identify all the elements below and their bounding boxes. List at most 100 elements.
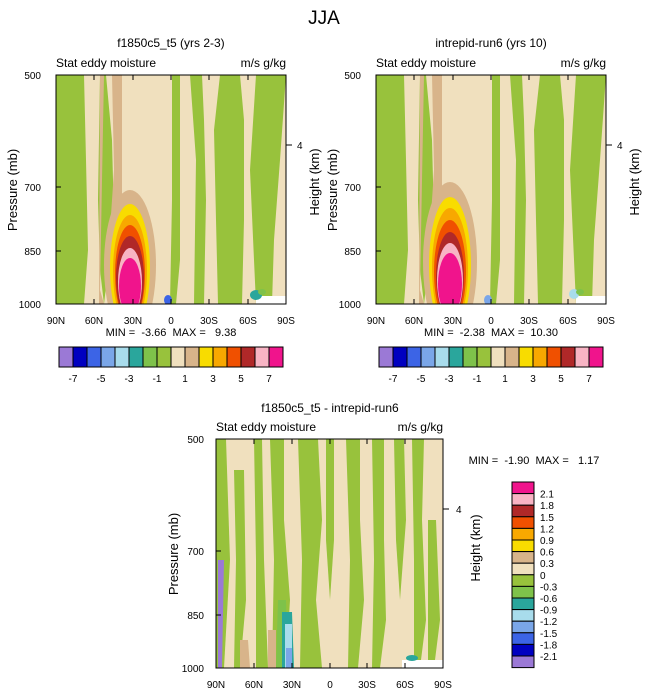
- colorbar-swatch: [574, 346, 590, 368]
- colorbar-swatch: [448, 346, 464, 368]
- colorbar-swatch: [156, 346, 172, 368]
- x-tick-label: 60N: [85, 316, 103, 327]
- x-tick-marks: [215, 438, 449, 669]
- x-tick-label: 90S: [277, 316, 295, 327]
- y-tick-label: 700: [24, 183, 41, 194]
- colorbar-label: 5: [558, 374, 564, 385]
- y-right-axis-label: Height (km): [468, 514, 483, 581]
- colorbar-label: -3: [445, 374, 454, 385]
- colorbar-swatch: [588, 346, 604, 368]
- colorbar-swatch: [532, 346, 548, 368]
- contour-field: [56, 75, 286, 304]
- colorbar-swatch: [518, 346, 534, 368]
- colorbar-swatch: [490, 346, 506, 368]
- field-label: Stat eddy moisture: [56, 56, 156, 70]
- x-tick-label: 30N: [124, 316, 142, 327]
- x-tick-label: 60S: [559, 316, 577, 327]
- colorbar-swatch: [511, 481, 535, 495]
- units-label: m/s g/kg: [398, 420, 443, 434]
- y-axis-label: Pressure (mb): [5, 149, 20, 231]
- colorbar-label: 3: [530, 374, 536, 385]
- colorbar-swatch: [86, 346, 102, 368]
- y-right-tick-label: 4: [617, 141, 623, 152]
- y-tick-label: 1000: [19, 300, 42, 311]
- x-tick-label: 90S: [597, 316, 615, 327]
- figure-title: JJA: [308, 8, 340, 29]
- colorbar-swatch: [511, 516, 535, 529]
- colorbar-label: -1.5: [540, 629, 558, 640]
- colorbar-swatch: [114, 346, 130, 368]
- colorbar-swatch: [511, 527, 535, 541]
- x-tick-label: 0: [168, 316, 174, 327]
- colorbar-label: 1.2: [540, 524, 554, 535]
- min-max-stats: MIN = -3.66 MAX = 9.38: [106, 327, 237, 339]
- colorbar-label: 0: [540, 571, 546, 582]
- colorbar-swatch: [511, 597, 535, 611]
- y-tick-label: 500: [24, 71, 41, 82]
- colorbar-label: -7: [69, 374, 78, 385]
- colorbar-label: 1.5: [540, 513, 554, 524]
- x-tick-label: 90S: [434, 680, 452, 691]
- colorbar-label: 7: [266, 374, 272, 385]
- colorbar-label: 0.6: [540, 548, 554, 559]
- y-tick-label: 850: [187, 611, 204, 622]
- y-right-tick-label: 4: [456, 505, 462, 516]
- x-tick-label: 30S: [358, 680, 376, 691]
- colorbar-swatch: [420, 346, 436, 368]
- y-tick-label: 1000: [182, 664, 205, 675]
- colorbar-label: -1.8: [540, 640, 558, 651]
- colorbar-swatch: [406, 346, 422, 368]
- colorbar-label: 3: [210, 374, 216, 385]
- y-right-axis-label: Height (km): [627, 148, 642, 215]
- x-tick-label: 90N: [207, 680, 225, 691]
- x-tick-label: 30N: [444, 316, 462, 327]
- panel-bottom: f1850c5_t5 - intrepid-run6 Stat eddy moi…: [166, 401, 599, 691]
- colorbar-swatch: [128, 346, 144, 368]
- y-right-tick-label: 4: [297, 141, 303, 152]
- colorbar-top-left: -7 -5 -3 -1 1 3 5 7: [58, 346, 284, 385]
- x-tick-label: 60S: [396, 680, 414, 691]
- colorbar-swatch: [511, 585, 535, 599]
- colorbar-swatch: [511, 574, 535, 587]
- colorbar-swatch: [212, 346, 228, 368]
- colorbar-swatch: [511, 643, 535, 657]
- colorbar-label: -3: [125, 374, 134, 385]
- colorbar-swatch: [511, 562, 535, 576]
- contour-field: [376, 75, 606, 304]
- colorbar-swatch: [511, 655, 535, 669]
- colorbar-top-right: -7 -5 -3 -1 1 3 5 7: [378, 346, 604, 385]
- panel-top-right: intrepid-run6 (yrs 10) Stat eddy moistur…: [325, 36, 642, 339]
- colorbar-swatch: [100, 346, 116, 368]
- y-axis-label: Pressure (mb): [166, 513, 181, 595]
- x-tick-label: 90N: [47, 316, 65, 327]
- colorbar-swatch: [142, 346, 158, 368]
- field-label: Stat eddy moisture: [376, 56, 476, 70]
- colorbar-swatch: [254, 346, 270, 368]
- x-tick-label: 0: [488, 316, 494, 327]
- colorbar-label: 1.8: [540, 501, 554, 512]
- colorbar-label: -2.1: [540, 652, 558, 663]
- colorbar-label: 2.1: [540, 490, 554, 501]
- x-tick-label: 30S: [200, 316, 218, 327]
- colorbar-label: -0.3: [540, 582, 558, 593]
- colorbar-swatch: [434, 346, 450, 368]
- y-tick-label: 1000: [339, 300, 362, 311]
- colorbar-label: 0.3: [540, 559, 554, 570]
- y-tick-label: 850: [344, 247, 361, 258]
- colorbar-swatch: [268, 346, 284, 368]
- colorbar-swatch: [511, 493, 535, 506]
- x-tick-label: 90N: [367, 316, 385, 327]
- colorbar-label: -5: [417, 374, 426, 385]
- colorbar-swatch: [476, 346, 492, 368]
- colorbar-label: -1.2: [540, 617, 558, 628]
- min-max-stats: MIN = -2.38 MAX = 10.30: [424, 327, 558, 339]
- x-tick-label: 60N: [405, 316, 423, 327]
- colorbar-label: 1: [502, 374, 508, 385]
- colorbar-swatch: [511, 504, 535, 518]
- colorbar-swatch: [226, 346, 242, 368]
- field-label: Stat eddy moisture: [216, 420, 316, 434]
- colorbar-swatch: [184, 346, 200, 368]
- y-right-axis-label: Height (km): [307, 148, 322, 215]
- colorbar-swatch: [560, 346, 576, 368]
- colorbar-swatch: [504, 346, 520, 368]
